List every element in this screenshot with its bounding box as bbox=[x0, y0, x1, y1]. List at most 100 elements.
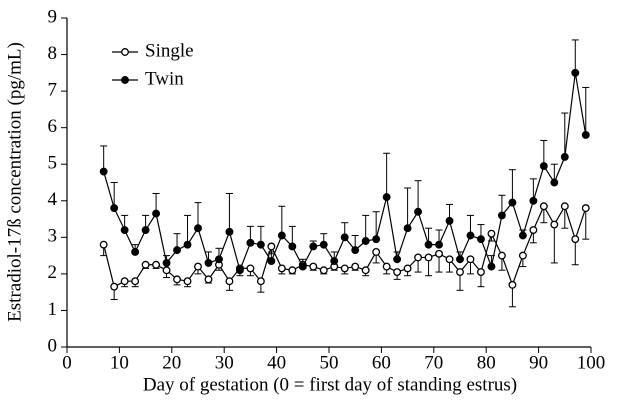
x-tick-label: 100 bbox=[577, 352, 606, 373]
point bbox=[351, 262, 360, 271]
point bbox=[309, 262, 318, 271]
point bbox=[382, 193, 391, 202]
point bbox=[571, 235, 580, 244]
point bbox=[152, 209, 161, 218]
point bbox=[487, 229, 496, 238]
x-tick-label: 90 bbox=[529, 352, 548, 373]
point bbox=[277, 231, 286, 240]
point bbox=[173, 246, 181, 255]
point bbox=[204, 258, 213, 267]
point bbox=[456, 268, 464, 277]
point bbox=[246, 264, 255, 273]
point bbox=[256, 277, 265, 286]
point bbox=[267, 257, 276, 266]
point bbox=[162, 258, 171, 267]
point bbox=[361, 237, 370, 245]
y-tick-label: 1 bbox=[48, 299, 58, 320]
point bbox=[225, 277, 234, 286]
error-bar bbox=[110, 182, 118, 209]
point bbox=[539, 162, 548, 170]
y-axis-label: Estradiol-17ß concentration (pg/mL) bbox=[4, 42, 25, 322]
error-bar bbox=[225, 192, 233, 232]
point bbox=[497, 211, 506, 220]
point bbox=[560, 202, 569, 211]
point bbox=[403, 264, 412, 273]
x-tick-label: 60 bbox=[372, 352, 391, 373]
point bbox=[215, 255, 223, 264]
error-bar bbox=[372, 211, 380, 240]
point bbox=[340, 264, 349, 273]
point bbox=[120, 226, 129, 234]
point bbox=[581, 204, 590, 213]
point bbox=[225, 227, 234, 236]
x-tick-label: 20 bbox=[162, 352, 181, 373]
error-bar bbox=[571, 39, 579, 73]
point bbox=[382, 262, 391, 271]
point bbox=[204, 275, 213, 284]
point bbox=[424, 253, 433, 262]
point bbox=[487, 262, 496, 271]
point bbox=[141, 226, 150, 234]
point bbox=[141, 260, 150, 269]
point bbox=[152, 260, 161, 269]
point bbox=[550, 178, 559, 187]
legend-label: Twin bbox=[145, 68, 184, 89]
point bbox=[466, 231, 475, 240]
error-bar bbox=[540, 139, 548, 167]
point bbox=[581, 131, 590, 139]
point bbox=[560, 152, 569, 161]
point bbox=[372, 248, 381, 256]
x-tick-label: 0 bbox=[62, 352, 72, 373]
point bbox=[477, 235, 485, 244]
point bbox=[529, 226, 538, 234]
point bbox=[235, 266, 244, 275]
x-tick-label: 50 bbox=[320, 352, 339, 373]
point bbox=[298, 262, 307, 271]
point bbox=[162, 266, 171, 275]
point bbox=[445, 255, 454, 264]
x-tick-label: 10 bbox=[110, 352, 129, 373]
point bbox=[131, 277, 140, 286]
point bbox=[99, 167, 108, 176]
point bbox=[194, 262, 202, 271]
error-bar bbox=[508, 169, 516, 203]
legend-marker bbox=[121, 48, 129, 56]
point bbox=[267, 242, 276, 251]
x-tick-label: 80 bbox=[477, 352, 496, 373]
y-tick-label: 8 bbox=[48, 43, 58, 64]
point bbox=[361, 266, 370, 275]
error-bar bbox=[383, 152, 391, 198]
error-bar bbox=[414, 180, 422, 212]
point bbox=[456, 255, 464, 264]
error-bar bbox=[582, 208, 590, 240]
point bbox=[309, 242, 318, 251]
point bbox=[414, 207, 423, 216]
point bbox=[518, 231, 527, 240]
x-axis-label: Day of gestation (0 = first day of stand… bbox=[143, 374, 517, 395]
y-tick-label: 2 bbox=[48, 262, 58, 283]
point bbox=[351, 246, 360, 255]
point bbox=[497, 251, 506, 260]
point bbox=[131, 248, 140, 256]
point bbox=[435, 249, 443, 258]
point bbox=[99, 240, 108, 249]
point bbox=[477, 268, 485, 277]
y-tick-label: 3 bbox=[48, 226, 58, 247]
point bbox=[424, 240, 433, 249]
error-bar bbox=[582, 86, 590, 135]
x-tick-label: 40 bbox=[267, 352, 286, 373]
y-tick-label: 9 bbox=[48, 6, 58, 27]
legend-marker bbox=[121, 76, 129, 84]
point bbox=[445, 216, 454, 225]
error-bar bbox=[550, 224, 558, 264]
point bbox=[319, 240, 328, 249]
point bbox=[277, 264, 286, 273]
point bbox=[466, 255, 475, 264]
point bbox=[340, 233, 349, 242]
error-bar bbox=[194, 202, 202, 229]
x-tick-label: 30 bbox=[215, 352, 234, 373]
point bbox=[110, 282, 119, 291]
error-bar bbox=[100, 145, 108, 172]
error-bar bbox=[404, 187, 412, 229]
